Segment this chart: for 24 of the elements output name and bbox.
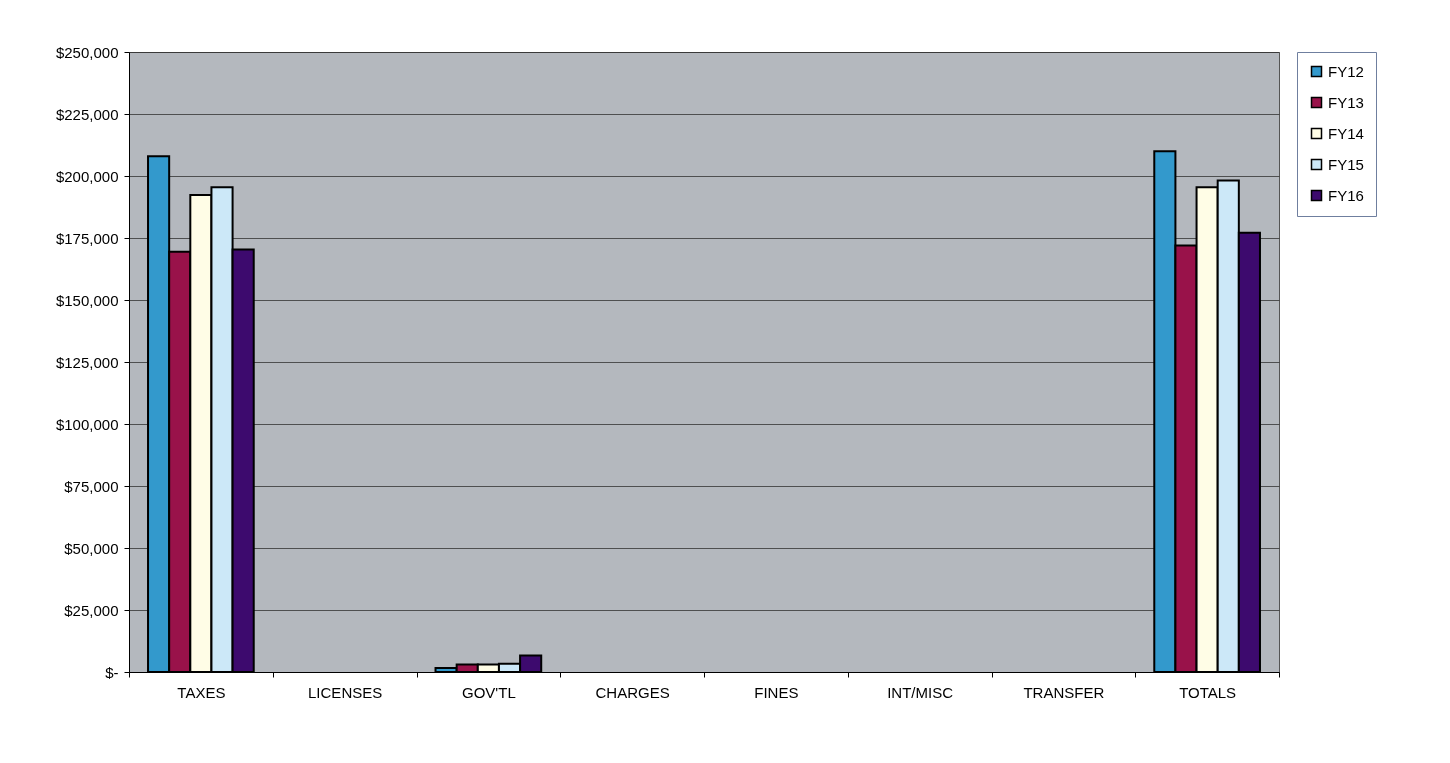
legend-label: FY16: [1328, 186, 1364, 204]
y-tick-label: $25,000: [64, 601, 119, 619]
y-tick-label: $200,000: [55, 167, 119, 185]
x-tick-label: INT/MISC: [887, 683, 954, 701]
y-tick-label: $225,000: [55, 105, 119, 123]
y-tick-label: $125,000: [55, 353, 119, 371]
legend-label: FY12: [1328, 62, 1364, 80]
x-tick-label: GOV'TL: [462, 683, 516, 701]
x-tick-label: TRANSFER: [1023, 683, 1105, 701]
y-tick-label: $75,000: [64, 477, 119, 495]
y-tick-label: $175,000: [55, 229, 119, 247]
x-tick-label: LICENSES: [308, 683, 383, 701]
legend-label: FY14: [1328, 124, 1364, 142]
y-tick-label: $100,000: [55, 415, 119, 433]
legend-label: FY15: [1328, 155, 1364, 173]
y-tick-label: $50,000: [64, 539, 119, 557]
y-tick-label: $-: [105, 663, 119, 681]
x-tick-label: TOTALS: [1179, 683, 1237, 701]
x-tick-label: CHARGES: [595, 683, 670, 701]
x-tick-label: TAXES: [177, 683, 226, 701]
x-tick-label: FINES: [754, 683, 799, 701]
legend-label: FY13: [1328, 93, 1364, 111]
y-tick-label: $250,000: [55, 43, 119, 61]
y-tick-label: $150,000: [55, 291, 119, 309]
